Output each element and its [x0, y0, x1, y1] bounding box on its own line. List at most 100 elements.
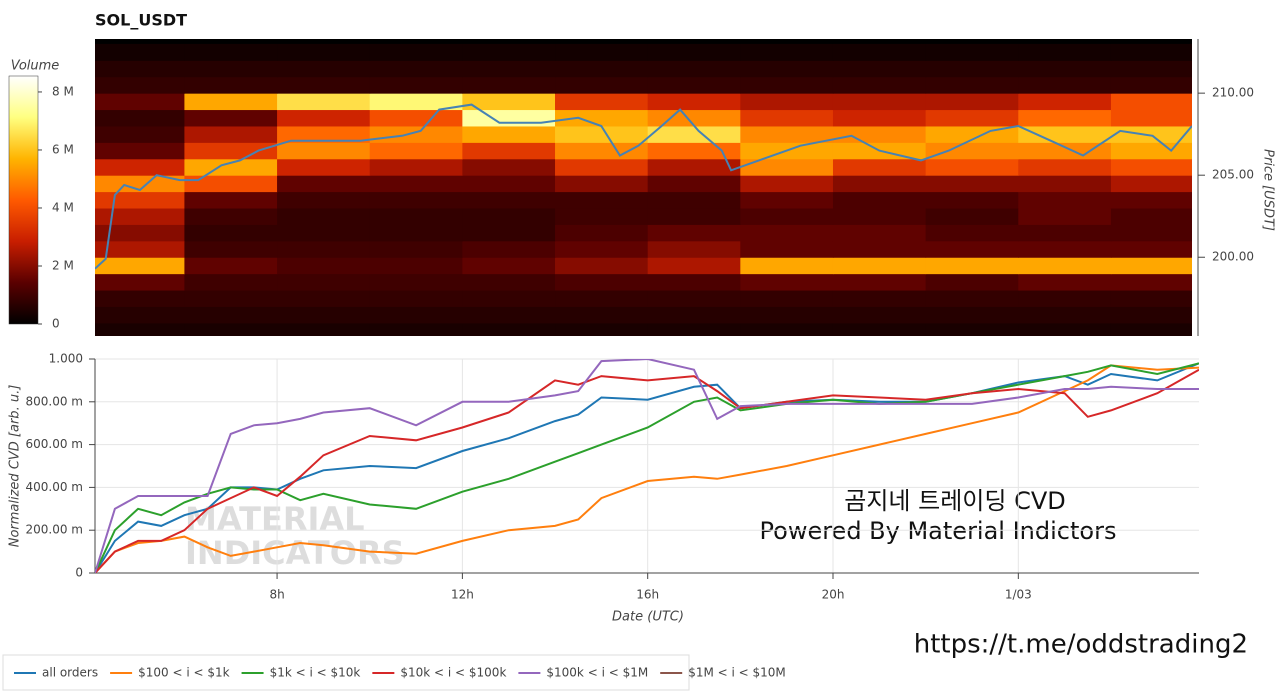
cvd-line [95, 364, 1199, 573]
heatmap-cell [555, 93, 649, 111]
heatmap-cell [277, 125, 371, 143]
heatmap-cell [277, 322, 371, 336]
heatmap-cell [1018, 208, 1112, 225]
heatmap-cell [832, 273, 927, 291]
heatmap-cell [95, 240, 185, 258]
heatmap-cell [462, 175, 556, 193]
heatmap-cell [184, 60, 278, 78]
heatmap-cell [925, 306, 1019, 324]
legend-label: $100 < i < $1k [138, 666, 230, 680]
heatmap-cell [647, 273, 741, 291]
heatmap-cell [1018, 240, 1112, 258]
heatmap-cell [555, 191, 649, 209]
heatmap-cell [1110, 43, 1192, 61]
heatmap-cell [555, 43, 649, 61]
heatmap-cell [925, 191, 1019, 209]
heatmap-cell [369, 191, 463, 209]
heatmap-cell [1018, 93, 1112, 111]
x-tick-label: 20h [822, 588, 845, 602]
y2-tick-label: 210.00 [1212, 86, 1254, 100]
heatmap-cell [1018, 142, 1112, 160]
heatmap-cell [462, 76, 556, 94]
heatmap-cell [925, 43, 1019, 61]
heatmap [95, 39, 1192, 336]
heatmap-cell [462, 224, 556, 242]
heatmap-cell [369, 142, 463, 160]
heatmap-cell [832, 60, 927, 78]
heatmap-cell [1110, 257, 1192, 275]
heatmap-cell [369, 43, 463, 61]
heatmap-cell [1018, 224, 1112, 242]
heatmap-cell [462, 93, 556, 111]
heatmap-cell [740, 322, 834, 336]
heatmap-cell [462, 240, 556, 258]
heatmap-cell [647, 257, 741, 275]
heatmap-cell [277, 208, 371, 225]
heatmap-cell [555, 208, 649, 225]
heatmap-cell [647, 142, 741, 160]
heatmap-cell [740, 158, 834, 176]
heatmap-cell [1110, 191, 1192, 209]
heatmap-cell [277, 43, 371, 61]
heatmap-cell [1110, 306, 1192, 324]
heatmap-cell [184, 125, 278, 143]
heatmap-cell [832, 93, 927, 111]
heatmap-cell [369, 273, 463, 291]
heatmap-cell [462, 142, 556, 160]
heatmap-cell [647, 158, 741, 176]
heatmap-cell [647, 93, 741, 111]
y-tick-label: 400.00 m [26, 480, 84, 494]
heatmap-cell [277, 306, 371, 324]
heatmap-cell [1110, 109, 1192, 127]
heatmap-cell [925, 224, 1019, 242]
heatmap-cell [184, 240, 278, 258]
heatmap-cell [95, 191, 185, 209]
heatmap-cell [184, 175, 278, 193]
heatmap-cell [95, 60, 185, 78]
heatmap-cell [555, 257, 649, 275]
cvd-line [95, 368, 1199, 573]
heatmap-cell [277, 240, 371, 258]
heatmap-cell [925, 257, 1019, 275]
heatmap-cell [740, 93, 834, 111]
heatmap-cell [184, 43, 278, 61]
heatmap-cell [740, 109, 834, 127]
heatmap-cell [369, 76, 463, 94]
heatmap-cell [647, 306, 741, 324]
heatmap-cell [555, 175, 649, 193]
heatmap-cell [832, 175, 927, 193]
heatmap-cell [832, 125, 927, 143]
y2-tick-label: 205.00 [1212, 168, 1254, 182]
heatmap-cell [462, 208, 556, 225]
heatmap-cell [1018, 158, 1112, 176]
heatmap-cell [555, 273, 649, 291]
heatmap-cell [184, 76, 278, 94]
heatmap-cell [832, 76, 927, 94]
annotation: Powered By Material Indictors [760, 517, 1117, 545]
heatmap-cell [1018, 306, 1112, 324]
footer-link[interactable]: https://t.me/oddstrading2 [914, 630, 1248, 660]
heatmap-cell [740, 175, 834, 193]
heatmap-cell [95, 273, 185, 291]
heatmap-cell [1110, 76, 1192, 94]
heatmap-cell [462, 109, 556, 127]
heatmap-cell [740, 208, 834, 225]
heatmap-cell [1110, 158, 1192, 176]
x-tick-label: 1/03 [1005, 588, 1032, 602]
heatmap-cell [1018, 191, 1112, 209]
heatmap-cell [832, 322, 927, 336]
heatmap-cell [184, 93, 278, 111]
heatmap-cell [925, 175, 1019, 193]
heatmap-cell [95, 158, 185, 176]
heatmap-cell [925, 158, 1019, 176]
x-tick-label: 16h [636, 588, 659, 602]
colorbar-tick-label: 4 M [52, 200, 74, 214]
legend-label: $1M < i < $10M [688, 666, 786, 680]
heatmap-cell [555, 109, 649, 127]
heatmap-cell [369, 290, 463, 307]
heatmap-cell [277, 290, 371, 307]
heatmap-cell [462, 125, 556, 143]
heatmap-cell [95, 142, 185, 160]
heatmap-cell [555, 158, 649, 176]
heatmap-cell [832, 224, 927, 242]
